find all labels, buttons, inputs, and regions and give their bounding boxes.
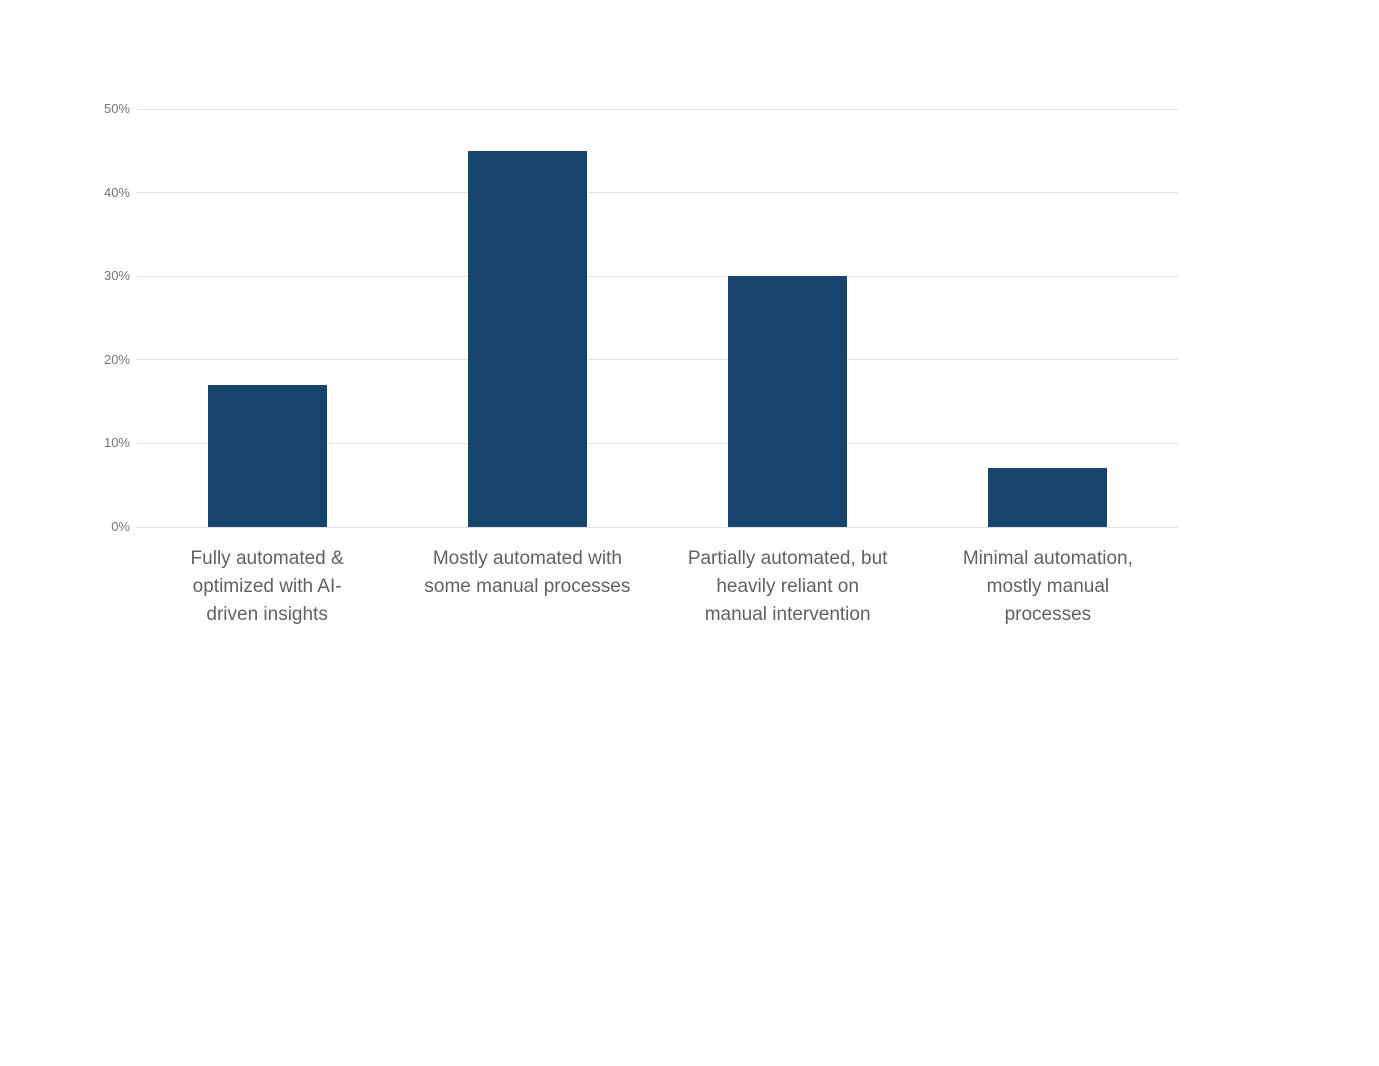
- category-label: Mostly automated with some manual proces…: [424, 548, 631, 597]
- gridline: [137, 192, 1178, 194]
- gridline: [137, 442, 1178, 444]
- gridline: [137, 108, 1178, 110]
- y-tick-label: 50%: [103, 101, 130, 116]
- bar: [988, 468, 1108, 527]
- y-tick-label: 30%: [103, 268, 130, 284]
- gridline: [137, 275, 1178, 277]
- gridline: [137, 359, 1178, 361]
- bar: [207, 384, 327, 527]
- y-tick-label: 20%: [103, 351, 130, 367]
- bar: [728, 276, 848, 527]
- gridline: [137, 526, 1178, 528]
- y-tick-label: 40%: [103, 184, 130, 200]
- bar: [467, 150, 587, 527]
- plot-area: [137, 108, 1178, 528]
- category-label: Partially automated, but heavily reliant…: [687, 548, 888, 625]
- y-tick-label: 10%: [103, 435, 130, 451]
- category-label: Fully automated & optimized with AI- dri…: [190, 548, 344, 625]
- category-label: Minimal automation, mostly manual proces…: [962, 548, 1133, 625]
- y-tick-label: 0%: [111, 519, 130, 534]
